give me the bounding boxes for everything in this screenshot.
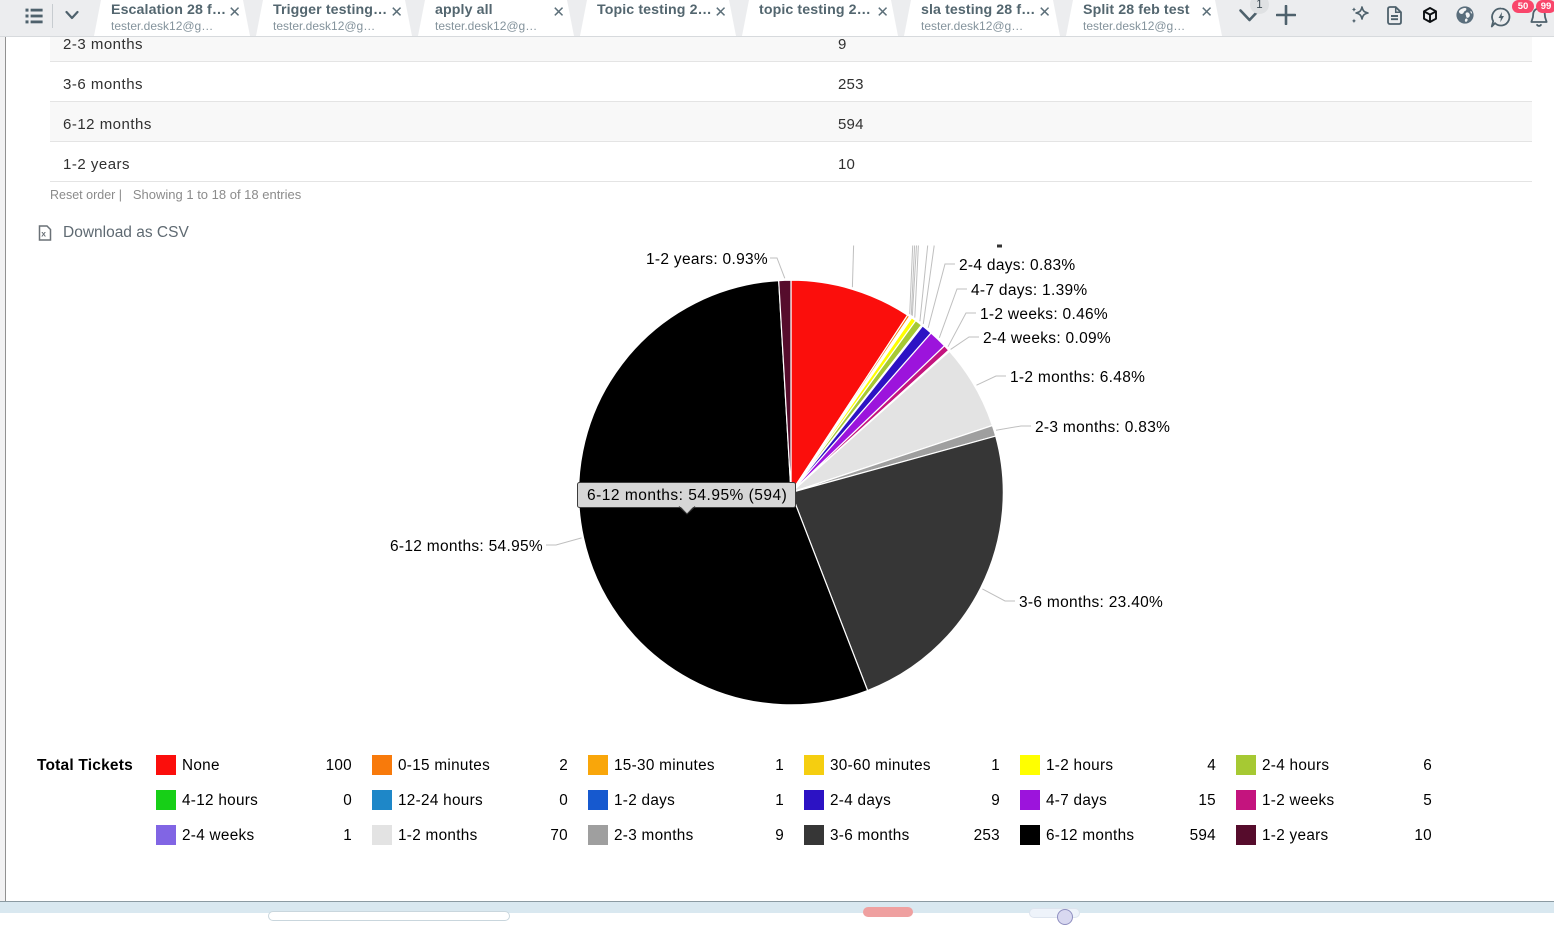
svg-text:x: x bbox=[41, 229, 46, 239]
svg-text:2-4 days: 0.83%: 2-4 days: 0.83% bbox=[959, 257, 1076, 274]
svg-text:4-7 days: 1.39%: 4-7 days: 1.39% bbox=[971, 282, 1088, 299]
svg-text:1-2 weeks: 0.46%: 1-2 weeks: 0.46% bbox=[980, 306, 1108, 323]
svg-text:3-6 months: 23.40%: 3-6 months: 23.40% bbox=[1019, 594, 1163, 611]
svg-text:1-2 months: 6.48%: 1-2 months: 6.48% bbox=[1010, 369, 1145, 386]
svg-text:1-2 years: 0.93%: 1-2 years: 0.93% bbox=[646, 251, 768, 268]
svg-text:2-3 months: 0.83%: 2-3 months: 0.83% bbox=[1035, 419, 1170, 436]
svg-text:6-12 months: 54.95%: 6-12 months: 54.95% bbox=[390, 538, 543, 555]
svg-text:2-4 weeks: 0.09%: 2-4 weeks: 0.09% bbox=[983, 330, 1111, 347]
svg-text:6-12 months: 54.95% (594): 6-12 months: 54.95% (594) bbox=[587, 487, 787, 504]
